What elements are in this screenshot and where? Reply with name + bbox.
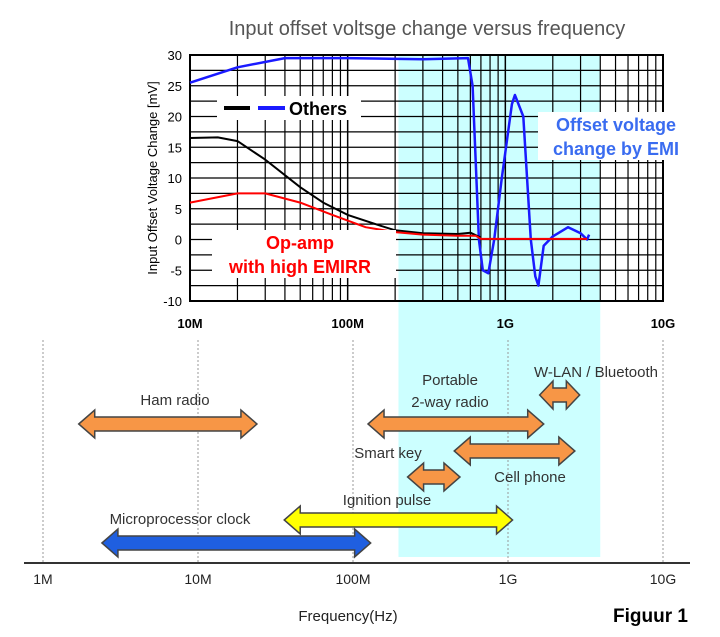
x-axis-label: Frequency(Hz) <box>298 608 397 625</box>
svg-text:Op-amp: Op-amp <box>266 233 334 253</box>
range-label: Ham radio <box>140 392 209 409</box>
svg-text:with high EMIRR: with high EMIRR <box>228 257 371 277</box>
legend: Others <box>217 96 361 120</box>
range-arrow <box>77 408 259 440</box>
range-arrow <box>406 461 462 493</box>
range-label: 2-way radio <box>411 394 489 411</box>
range-label: Ignition pulse <box>343 492 431 509</box>
range-arrow <box>538 379 581 411</box>
range-label: Portable <box>422 372 478 389</box>
range-arrow <box>366 408 545 440</box>
range-arrow <box>283 504 514 536</box>
y-tick-label: 10 <box>168 171 182 186</box>
y-tick-label: 5 <box>175 202 182 217</box>
range-arrow <box>453 435 576 467</box>
y-tick-label: 30 <box>168 48 182 63</box>
range-label: Cell phone <box>494 469 566 486</box>
freq-tick-label: 100M <box>335 571 370 587</box>
x-tick-label: 1G <box>497 316 514 331</box>
x-tick-label: 100M <box>331 316 364 331</box>
annotation-emi: Offset voltage change by EMI <box>538 112 696 160</box>
x-tick-label: 10G <box>651 316 676 331</box>
plot-frame <box>189 54 664 302</box>
y-tick-label: 15 <box>168 140 182 155</box>
annotation-emirr: Op-amp with high EMIRR <box>212 230 396 278</box>
legend-label: Others <box>289 99 347 119</box>
series-line-2 <box>189 192 588 240</box>
freq-tick-label: 1G <box>499 571 518 587</box>
y-tick-label: 20 <box>168 110 182 125</box>
range-label: W-LAN / Bluetooth <box>534 364 658 381</box>
chart-title: Input offset voltsge change versus frequ… <box>229 18 626 40</box>
freq-tick-label: 1M <box>33 571 52 587</box>
y-tick-label: 0 <box>175 233 182 248</box>
range-arrow <box>100 527 372 559</box>
svg-text:Offset voltage: Offset voltage <box>556 115 676 135</box>
figure-label: Figuur 1 <box>613 606 688 627</box>
range-label: Smart key <box>354 445 422 462</box>
series-line-1 <box>189 136 482 239</box>
freq-tick-label: 10G <box>650 571 676 587</box>
svg-text:change by EMI: change by EMI <box>553 139 679 159</box>
series-line-0 <box>189 56 591 287</box>
freq-tick-label: 10M <box>184 571 211 587</box>
range-label: Microprocessor clock <box>110 511 251 528</box>
y-tick-label: -10 <box>163 294 182 309</box>
x-tick-label: 10M <box>177 316 202 331</box>
y-tick-label: 25 <box>168 79 182 94</box>
y-tick-label: -5 <box>170 263 182 278</box>
y-axis-label: Input Offset Voltage Change [mV] <box>145 81 160 274</box>
